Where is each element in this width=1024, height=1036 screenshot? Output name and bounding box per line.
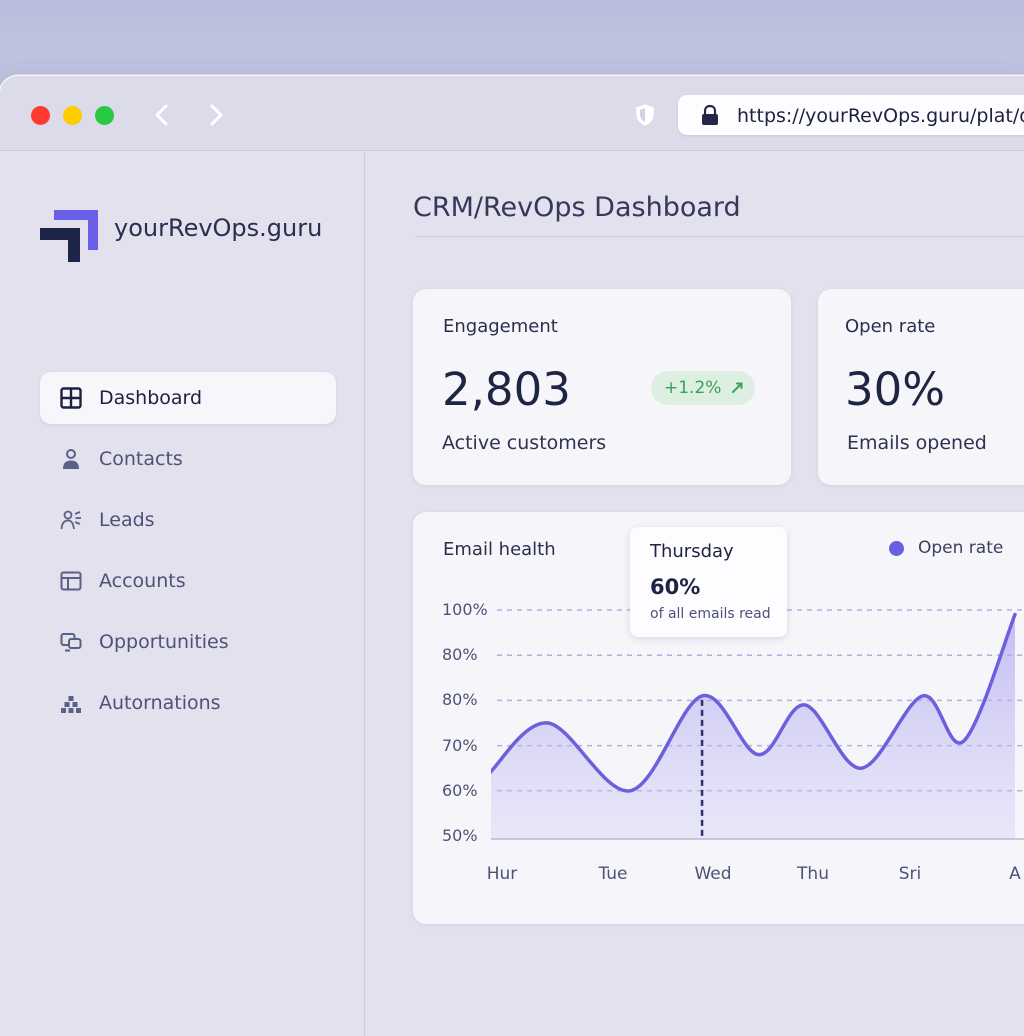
- x-tick-label: Wed: [694, 864, 732, 884]
- trend-up-icon: [732, 382, 743, 393]
- card-label: Open rate: [845, 316, 936, 337]
- page-title: CRM/RevOps Dashboard: [413, 192, 741, 223]
- url-text: https://yourRevOps.guru/plat/o: [737, 105, 1024, 127]
- sidebar-item-contacts[interactable]: Contacts: [40, 433, 336, 485]
- grid-icon: [60, 387, 82, 409]
- trend-value: +1.2%: [664, 378, 722, 398]
- sidebar-item-leads[interactable]: Leads: [40, 494, 336, 546]
- card-caption: Emails opened: [847, 432, 987, 454]
- chart-title: Email health: [443, 539, 556, 560]
- address-bar[interactable]: https://yourRevOps.guru/plat/o: [678, 95, 1024, 135]
- leads-icon: [60, 510, 81, 530]
- x-tick-label: Tue: [598, 864, 628, 884]
- card-value: 30%: [845, 363, 946, 416]
- x-tick-label: Thu: [797, 864, 829, 884]
- trend-badge: +1.2%: [651, 371, 755, 405]
- sidebar-item-label: Accounts: [99, 570, 186, 592]
- y-tick-label: 80%: [442, 645, 478, 665]
- table-icon: [60, 571, 82, 591]
- sidebar-item-label: Contacts: [99, 448, 183, 470]
- chart-tooltip: Thursday 60% of all emails read: [630, 527, 787, 637]
- card-value: 2,803: [442, 363, 571, 416]
- y-tick-label: 100%: [442, 600, 488, 619]
- sidebar-item-label: Opportunities: [99, 631, 229, 653]
- x-tick-label: A: [1009, 864, 1021, 884]
- x-tick-label: Sri: [898, 864, 922, 884]
- back-arrow-icon[interactable]: [149, 102, 175, 128]
- sidebar-item-label: Dashboard: [99, 387, 203, 409]
- tooltip-day: Thursday: [650, 541, 734, 562]
- opportunities-icon: [60, 633, 82, 652]
- y-tick-label: 50%: [442, 826, 478, 845]
- sidebar: yourRevOps.guru Dashboard Contacts: [0, 150, 365, 1036]
- sidebar-item-label: Autornations: [99, 692, 221, 714]
- lock-icon: [702, 104, 718, 125]
- brand-name: yourRevOps.guru: [114, 214, 323, 242]
- y-tick-label: 70%: [442, 735, 478, 755]
- shield-icon[interactable]: [634, 103, 656, 127]
- tooltip-caption: of all emails read: [650, 606, 771, 622]
- y-tick-label: 60%: [442, 780, 478, 800]
- person-icon: [63, 449, 79, 469]
- engagement-card[interactable]: Engagement 2,803 Active customers +1.2%: [413, 289, 791, 485]
- x-tick-label: Hur: [486, 864, 518, 884]
- card-caption: Active customers: [442, 432, 607, 454]
- minimize-window-button[interactable]: [63, 106, 82, 125]
- sidebar-item-automations[interactable]: Autornations: [40, 677, 336, 729]
- brand-logo-icon: [40, 210, 98, 262]
- sidebar-item-label: Leads: [99, 509, 155, 531]
- sidebar-item-accounts[interactable]: Accounts: [40, 555, 336, 607]
- y-tick-label: 80%: [442, 690, 478, 710]
- sidebar-item-dashboard[interactable]: Dashboard: [40, 372, 336, 424]
- tooltip-value: 60%: [650, 575, 701, 599]
- browser-toolbar: https://yourRevOps.guru/plat/o: [0, 76, 1024, 151]
- legend-swatch: [889, 541, 904, 556]
- close-window-button[interactable]: [31, 106, 50, 125]
- maximize-window-button[interactable]: [95, 106, 114, 125]
- card-label: Engagement: [443, 316, 558, 337]
- legend-label: Open rate: [918, 538, 1004, 558]
- sidebar-item-opportunities[interactable]: Opportunities: [40, 616, 336, 668]
- open-rate-card[interactable]: Open rate 30% Emails opened: [818, 289, 1024, 485]
- forward-arrow-icon[interactable]: [203, 102, 229, 128]
- automation-icon: [61, 696, 81, 713]
- title-divider: [415, 236, 1024, 237]
